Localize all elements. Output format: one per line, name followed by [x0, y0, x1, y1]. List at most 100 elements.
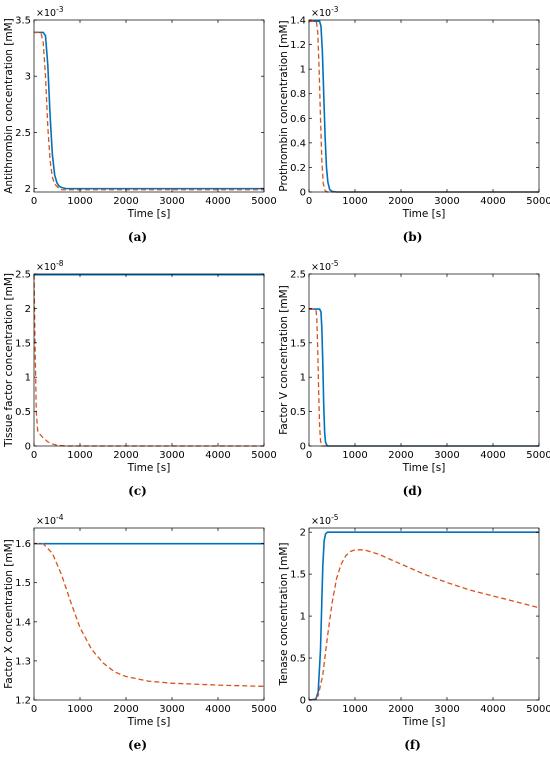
x-tick-label: 2000 — [388, 196, 413, 207]
x-tick-label: 0 — [306, 450, 312, 461]
y-tick-label: 0.2 — [290, 163, 306, 174]
x-tick-label: 4000 — [205, 704, 230, 715]
y-tick-label: 1.5 — [290, 570, 306, 581]
x-axis-label: Time [s] — [402, 208, 446, 220]
series-line-solid — [309, 20, 539, 193]
chart-panel-d: 0 1000 2000 3000 4000 5000 0 0.5 1 1.5 2 2.5 Time [s… — [275, 254, 550, 508]
x-tick-label: 3000 — [434, 704, 459, 715]
y-axis-label: Factor V concentration [mM] — [278, 285, 290, 435]
x-tick-label: 3000 — [159, 450, 184, 461]
x-tick-label: 1000 — [67, 704, 92, 715]
x-tick-label: 1000 — [67, 196, 92, 207]
plot-frame — [33, 19, 265, 193]
caption-b: (b) — [402, 230, 423, 244]
y-tick-label: 1.5 — [15, 338, 31, 349]
series-line-dashed — [34, 31, 264, 191]
caption-a: (a) — [127, 230, 148, 244]
y-axis-multiplier: ×10-5 — [311, 259, 339, 273]
x-tick-label: 3000 — [159, 196, 184, 207]
y-axis-label: Prothrombin concentration [mM] — [278, 20, 290, 191]
series-line-dashed — [33, 274, 264, 447]
chart-a-svg: 0 1000 2000 3000 4000 5000 2 2.5 3 3.5 Time [s] Ant… — [3, 5, 277, 220]
y-tick-label: 0.4 — [290, 138, 306, 149]
plot-frame — [308, 527, 540, 701]
y-tick-label: 1 — [300, 612, 306, 623]
chart-f-svg: 0 1000 2000 3000 4000 5000 0 0.5 1 1.5 2 Time [s] Te… — [278, 513, 550, 728]
y-tick-label: 1 — [300, 373, 306, 384]
x-tick-label: 4000 — [205, 196, 230, 207]
x-tick-label: 5000 — [526, 704, 550, 715]
x-tick-label: 4000 — [480, 450, 505, 461]
series-line-dashed — [309, 308, 539, 447]
x-tick-label: 5000 — [251, 450, 276, 461]
y-tick-label: 2 — [300, 528, 306, 539]
y-tick-label: 2.5 — [290, 270, 306, 281]
y-axis-label: Tissue factor concentration [mM] — [3, 273, 15, 448]
x-axis-label: Time [s] — [402, 462, 446, 474]
y-tick-label: 0.5 — [15, 407, 31, 418]
y-tick-label: 2.5 — [15, 270, 31, 281]
series-line-dashed — [308, 549, 540, 701]
x-axis-label: Time [s] — [127, 208, 171, 220]
caption-f: (f) — [404, 738, 421, 752]
y-tick-label: 3 — [25, 72, 31, 83]
series-line-dashed — [309, 20, 539, 193]
x-tick-label: 2000 — [388, 450, 413, 461]
x-tick-label: 2000 — [113, 196, 138, 207]
y-axis-multiplier: ×10-5 — [311, 513, 339, 527]
chart-panel-e: 0 1000 2000 3000 4000 5000 1.2 1.3 1.4 1.5 1.6 Time… — [0, 508, 277, 762]
x-tick-label: 2000 — [388, 704, 413, 715]
y-tick-label: 2 — [25, 184, 31, 195]
chart-c-svg: 0 1000 2000 3000 4000 5000 0 0.5 1 1.5 2 2.5 Time [s… — [3, 259, 277, 474]
plot-frame — [308, 19, 540, 193]
chart-panel-f: 0 1000 2000 3000 4000 5000 0 0.5 1 1.5 2 Time [s] Te… — [275, 508, 550, 762]
y-axis-label: Tenase concentration [mM] — [278, 543, 290, 687]
caption-d: (d) — [402, 484, 423, 498]
y-tick-label: 0 — [300, 188, 306, 199]
y-tick-label: 2 — [25, 304, 31, 315]
y-tick-label: 1 — [25, 373, 31, 384]
y-tick-label: 3.5 — [15, 16, 31, 27]
y-tick-label: 0 — [300, 442, 306, 453]
x-tick-label: 0 — [31, 196, 37, 207]
x-axis-label: Time [s] — [402, 716, 446, 728]
y-tick-label: 1.5 — [290, 338, 306, 349]
y-tick-label: 0 — [25, 442, 31, 453]
chart-panel-a: 0 1000 2000 3000 4000 5000 2 2.5 3 3.5 Time [s] Ant… — [0, 0, 277, 254]
x-tick-label: 0 — [31, 450, 37, 461]
y-tick-label: 2 — [300, 304, 306, 315]
x-axis-label: Time [s] — [127, 462, 171, 474]
caption-e: (e) — [128, 738, 147, 752]
y-tick-label: 0.6 — [290, 114, 306, 125]
x-tick-label: 2000 — [113, 704, 138, 715]
x-tick-label: 0 — [306, 196, 312, 207]
y-tick-label: 1.2 — [290, 40, 306, 51]
x-tick-label: 5000 — [251, 704, 276, 715]
chart-b-svg: 0 1000 2000 3000 4000 5000 0 0.2 0.4 0.6 0.8 1 1.2 1.… — [278, 5, 550, 220]
x-tick-label: 5000 — [526, 196, 550, 207]
y-tick-label: 1.4 — [15, 617, 31, 628]
x-tick-label: 3000 — [159, 704, 184, 715]
x-tick-label: 4000 — [480, 196, 505, 207]
x-tick-label: 5000 — [251, 196, 276, 207]
x-tick-label: 1000 — [67, 450, 92, 461]
y-tick-label: 0.8 — [290, 89, 306, 100]
y-axis-label: Factor X concentration [mM] — [3, 539, 15, 689]
y-tick-label: 0.5 — [290, 654, 306, 665]
y-tick-label: 1.5 — [15, 578, 31, 589]
y-axis-multiplier: ×10-4 — [36, 513, 64, 527]
plot-frame — [33, 273, 265, 447]
y-tick-label: 1.4 — [290, 16, 306, 27]
chart-d-svg: 0 1000 2000 3000 4000 5000 0 0.5 1 1.5 2 2.5 Time [s… — [278, 259, 550, 474]
caption-c: (c) — [128, 484, 147, 498]
x-tick-label: 4000 — [205, 450, 230, 461]
series-line-solid — [309, 308, 539, 447]
y-tick-label: 2.5 — [15, 128, 31, 139]
x-tick-label: 2000 — [113, 450, 138, 461]
x-tick-label: 0 — [31, 704, 37, 715]
x-tick-label: 0 — [306, 704, 312, 715]
y-tick-label: 0.5 — [290, 407, 306, 418]
x-tick-label: 3000 — [434, 196, 459, 207]
y-tick-label: 1 — [300, 65, 306, 76]
plot-frame — [33, 527, 265, 701]
